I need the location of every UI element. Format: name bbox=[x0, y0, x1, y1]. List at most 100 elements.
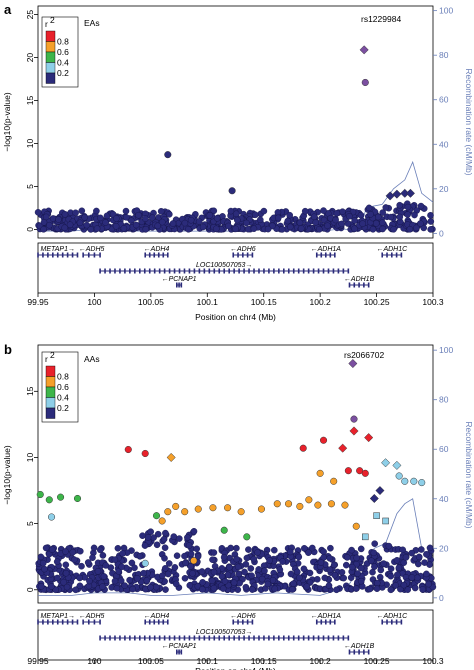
y2-tick-label: 60 bbox=[439, 444, 449, 454]
gene-label: METAP1→ bbox=[41, 613, 76, 620]
snp-highlight-point bbox=[296, 502, 304, 510]
gene-exon bbox=[334, 619, 336, 625]
x-tick-label: 100.3 bbox=[422, 297, 444, 307]
gene-exon bbox=[251, 252, 254, 258]
snp-point bbox=[133, 575, 141, 582]
y-tick-label: 15 bbox=[25, 96, 35, 106]
snp-point bbox=[122, 213, 130, 221]
gene-exon bbox=[178, 282, 180, 288]
snp-point bbox=[295, 574, 303, 582]
snp-point bbox=[427, 211, 434, 219]
gene-label: LOC100507053→ bbox=[196, 629, 252, 636]
gene-exon bbox=[148, 268, 151, 274]
panel-letter: a bbox=[4, 2, 12, 17]
gene-exon bbox=[66, 619, 69, 625]
snp-point bbox=[187, 216, 195, 224]
snp-point bbox=[129, 585, 136, 593]
legend-swatch bbox=[45, 397, 56, 409]
snp-point bbox=[114, 545, 122, 552]
snp-point bbox=[184, 534, 191, 541]
gene-exon bbox=[307, 635, 310, 641]
snp-cloud bbox=[34, 200, 436, 233]
snp-point bbox=[404, 211, 411, 218]
gene-exon bbox=[253, 268, 255, 274]
gene-exon bbox=[232, 619, 235, 625]
snp-point bbox=[338, 569, 346, 576]
gene-exon bbox=[144, 619, 147, 625]
plot-frame bbox=[37, 344, 434, 604]
snp-point bbox=[165, 560, 173, 567]
snp-point bbox=[387, 565, 395, 573]
snp-highlight-point bbox=[341, 501, 349, 509]
gene-label: ←ADH1B bbox=[344, 643, 375, 650]
gene-exon bbox=[71, 619, 74, 625]
gene-exon bbox=[42, 619, 44, 625]
snp-point bbox=[230, 579, 238, 587]
snp-point bbox=[288, 586, 296, 593]
snp-point bbox=[86, 577, 93, 585]
x-tick-label: 99.95 bbox=[27, 656, 49, 666]
snp-point bbox=[164, 570, 172, 578]
snp-highlight-point bbox=[73, 494, 82, 503]
gene-exon bbox=[353, 649, 356, 655]
snp-highlights bbox=[36, 358, 426, 567]
gene-track: METAP1→ ←ADH5 ←ADH4 ←ADH6 ←ADH1A ←ADH1C LOC100… bbox=[37, 246, 408, 288]
gene-exon bbox=[251, 619, 254, 625]
snp-point bbox=[226, 564, 233, 571]
snp-point bbox=[312, 219, 320, 226]
x-axis-label: Position on chr4 (Mb) bbox=[195, 312, 276, 322]
gene-exon bbox=[153, 252, 156, 258]
snp-point bbox=[97, 546, 104, 554]
snp-point bbox=[135, 211, 142, 219]
snp-point bbox=[182, 559, 189, 567]
x-tick-label: 100.15 bbox=[251, 656, 277, 666]
snp-point bbox=[162, 529, 169, 537]
snp-point bbox=[161, 565, 169, 572]
x-tick-label: 100 bbox=[87, 297, 101, 307]
snp-point bbox=[187, 550, 195, 558]
x-tick-label: 100 bbox=[87, 656, 101, 666]
snp-point bbox=[332, 216, 339, 224]
snp-point bbox=[219, 585, 227, 592]
gene-exon bbox=[42, 252, 44, 258]
snp-point bbox=[119, 550, 126, 557]
snp-point bbox=[351, 225, 358, 233]
legend-swatch bbox=[45, 51, 56, 63]
y-tick-label: 25 bbox=[25, 10, 35, 20]
gene-exon bbox=[176, 649, 178, 655]
gene-exon bbox=[188, 635, 191, 641]
gene-exon bbox=[386, 252, 388, 258]
snp-point bbox=[400, 581, 408, 589]
snp-point bbox=[62, 561, 70, 569]
snp-point bbox=[325, 582, 333, 589]
snp-point bbox=[78, 562, 85, 570]
snp-point bbox=[399, 546, 407, 554]
snp-point bbox=[147, 528, 154, 536]
gene-exon bbox=[322, 635, 325, 641]
snp-point bbox=[93, 225, 101, 232]
snp-highlight-point bbox=[36, 490, 44, 499]
gene-exon bbox=[52, 252, 54, 258]
snp-point bbox=[310, 213, 318, 221]
snp-point bbox=[102, 219, 109, 226]
gene-exon bbox=[337, 635, 340, 641]
snp-point bbox=[404, 203, 412, 211]
snp-point bbox=[264, 580, 272, 588]
lead-snp-label: rs2066702 bbox=[344, 350, 384, 360]
legend-swatch bbox=[45, 72, 56, 84]
snp-point bbox=[423, 570, 430, 578]
y2-tick-label: 40 bbox=[439, 139, 449, 149]
gene-exon bbox=[248, 268, 250, 274]
snp-point bbox=[300, 565, 308, 573]
snp-point bbox=[357, 545, 365, 553]
snp-point bbox=[61, 224, 68, 232]
snp-point bbox=[254, 549, 261, 556]
snp-point bbox=[387, 586, 395, 594]
snp-point bbox=[293, 568, 301, 576]
snp-point bbox=[213, 214, 221, 222]
snp-point bbox=[260, 207, 268, 215]
snp-point bbox=[181, 575, 189, 582]
snp-point bbox=[371, 540, 379, 548]
snp-point bbox=[185, 225, 192, 233]
gene-exon bbox=[386, 619, 388, 625]
